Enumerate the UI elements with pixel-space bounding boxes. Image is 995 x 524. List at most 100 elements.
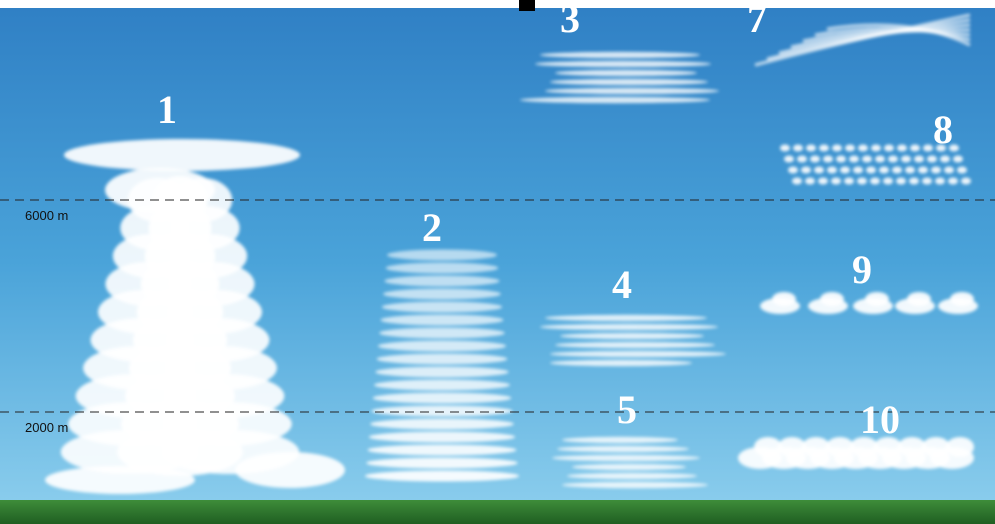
cloud-puff xyxy=(520,97,710,103)
cloud-puff xyxy=(927,156,937,163)
cloud-puff xyxy=(550,360,692,366)
cloud-puff xyxy=(820,292,844,306)
cloud-number: 5 xyxy=(617,387,637,432)
cloud-puff xyxy=(857,178,867,185)
cloud-puff xyxy=(806,145,816,152)
cloud-puff xyxy=(950,292,974,306)
cloud-puff xyxy=(545,88,719,94)
cloud-puff xyxy=(879,167,889,174)
cloud-puff xyxy=(382,302,502,313)
cloud-puff xyxy=(845,145,855,152)
cloud-puff xyxy=(801,167,811,174)
cloud-puff xyxy=(948,178,958,185)
cloud-puff xyxy=(562,482,708,488)
cloud-puff xyxy=(792,178,802,185)
cloud-puff xyxy=(814,167,824,174)
cloud-number: 10 xyxy=(860,397,900,442)
cloud-puff xyxy=(371,406,512,417)
cloud-puff xyxy=(784,156,794,163)
cloud-puff xyxy=(897,145,907,152)
cloud-puff xyxy=(793,145,803,152)
cloud-puff xyxy=(836,156,846,163)
cloud-puff xyxy=(865,292,889,306)
cloud-puff xyxy=(370,419,514,430)
cloud-puff xyxy=(957,167,967,174)
cloud-puff xyxy=(944,167,954,174)
cloud-puff xyxy=(383,289,501,300)
cloud-puff xyxy=(914,156,924,163)
cloud-puff xyxy=(545,315,707,321)
cloud-puff xyxy=(905,167,915,174)
cloud-puff xyxy=(946,437,974,457)
cloud-puff xyxy=(875,156,885,163)
cloud-puff xyxy=(368,445,517,456)
cloud-puff xyxy=(557,446,689,452)
cloud-puff xyxy=(377,354,508,365)
cloud-puff xyxy=(365,471,519,482)
cloud-puff xyxy=(870,178,880,185)
cloud-puff xyxy=(818,178,828,185)
cloud-puff xyxy=(831,178,841,185)
cloud-puff xyxy=(892,167,902,174)
cloud-puff xyxy=(853,167,863,174)
cloud-number: 3 xyxy=(560,0,580,41)
cloud-puff xyxy=(379,328,505,339)
cloud-puff xyxy=(235,452,345,488)
cloud-puff xyxy=(909,178,919,185)
cloud-illustration: 6000 m2000 m1234578910 xyxy=(0,0,995,524)
cloud-puff xyxy=(862,156,872,163)
cloud-puff xyxy=(823,156,833,163)
cloud-puff xyxy=(961,178,971,185)
cloud-puff xyxy=(827,167,837,174)
cloud-puff xyxy=(935,178,945,185)
cloud-puff xyxy=(572,464,686,470)
altitude-label: 2000 m xyxy=(25,420,68,435)
cloud-puff xyxy=(555,70,697,76)
cloud-puff xyxy=(819,145,829,152)
cloud-puff xyxy=(844,178,854,185)
cloud-puff xyxy=(922,178,932,185)
cloud-puff xyxy=(374,380,510,391)
cloud-puff xyxy=(45,466,195,494)
cloud-puff xyxy=(871,145,881,152)
cloud-puff xyxy=(386,263,499,274)
cloud-puff xyxy=(550,351,726,357)
cloud-puff xyxy=(832,145,842,152)
cloud-puff xyxy=(567,473,697,479)
cloud-puff xyxy=(918,167,928,174)
cloud-puff xyxy=(940,156,950,163)
cloud-puff xyxy=(375,367,508,378)
cloud-puff xyxy=(910,145,920,152)
cloud-number: 2 xyxy=(422,205,442,250)
cloud-puff xyxy=(888,156,898,163)
marker xyxy=(519,0,535,11)
cloud-puff xyxy=(907,292,931,306)
altitude-label: 6000 m xyxy=(25,208,68,223)
cloud-puff xyxy=(953,156,963,163)
cloud-puff xyxy=(384,276,499,287)
cloud-puff xyxy=(366,458,518,469)
cloud-puff xyxy=(387,250,497,261)
cloud-number: 7 xyxy=(747,0,767,41)
cloud-puff xyxy=(931,167,941,174)
cloud-puff xyxy=(780,145,790,152)
cloud-puff xyxy=(840,167,850,174)
cloud-puff xyxy=(923,145,933,152)
cloud-puff xyxy=(540,52,700,58)
cloud-puff xyxy=(560,333,704,339)
cloud-puff xyxy=(540,324,718,330)
cloud-puff xyxy=(373,393,512,404)
cloud-number: 8 xyxy=(933,107,953,152)
cloud-puff xyxy=(772,292,796,306)
cloud-puff xyxy=(797,156,807,163)
cloud-puff xyxy=(788,167,798,174)
cloud-puff xyxy=(883,178,893,185)
top-band xyxy=(0,0,995,8)
cloud-puff xyxy=(555,342,715,348)
cloud-puff xyxy=(884,145,894,152)
cloud-puff xyxy=(535,61,711,67)
cloud-puff xyxy=(849,156,859,163)
cloud-puff xyxy=(896,178,906,185)
cloud-puff xyxy=(810,156,820,163)
page: 6000 m2000 m1234578910 (() => { const da… xyxy=(0,0,995,524)
